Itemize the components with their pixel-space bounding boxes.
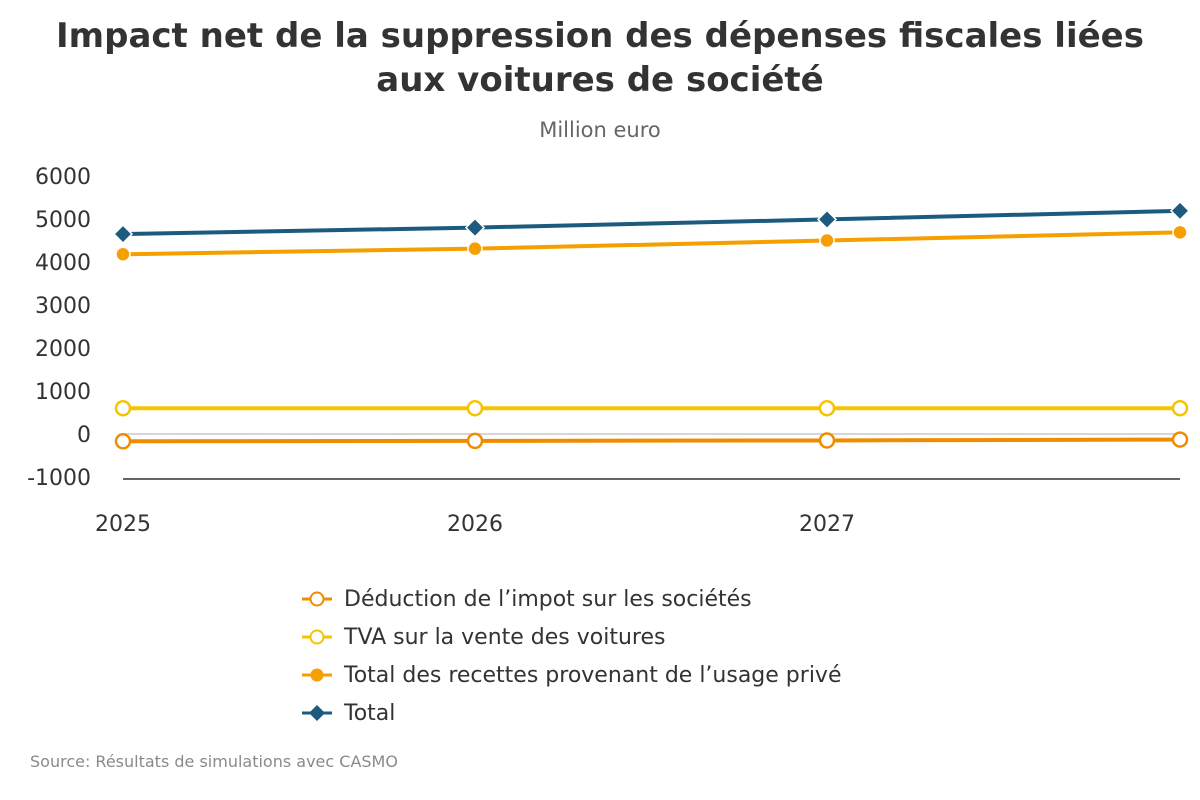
data-point-series-1 [114, 433, 132, 450]
data-point-series-2 [466, 399, 484, 417]
legend-label: Total des recettes provenant de l’usage … [344, 662, 842, 688]
chart-title-line-2: aux voitures de société [376, 60, 824, 100]
legend-item-3: Total des recettes provenant de l’usage … [300, 656, 940, 694]
chart-legend: Déduction de l’impot sur les sociétés TVA… [300, 580, 940, 732]
y-tick-label: 1000 [35, 380, 91, 405]
series-line-1 [121, 437, 1182, 444]
data-point-series-3 [467, 240, 483, 257]
x-tick-label: 2026 [447, 512, 503, 537]
data-point-series-3 [819, 232, 835, 249]
data-point-series-1 [466, 432, 484, 450]
legend-item-1: Déduction de l’impot sur les sociétés [300, 580, 940, 618]
x-tick-label: 2027 [799, 512, 855, 537]
legend-item-4: Total [300, 694, 940, 732]
data-point-series-4 [464, 217, 486, 238]
data-point-series-2 [114, 399, 132, 417]
legend-swatch [302, 591, 332, 607]
y-tick-label: 5000 [35, 208, 91, 233]
y-tick-label: 4000 [35, 251, 91, 276]
data-point-series-1 [818, 432, 836, 449]
series-line-4 [121, 208, 1182, 237]
data-point-series-2 [1171, 399, 1189, 417]
y-tick-label: 2000 [35, 337, 91, 362]
y-tick-label: 3000 [35, 294, 91, 319]
data-point-series-4 [112, 223, 134, 245]
legend-swatch [302, 705, 332, 721]
data-point-series-1 [1171, 431, 1189, 448]
data-point-series-4 [816, 209, 838, 230]
chart-title: Impact net de la suppression des dépense… [0, 14, 1200, 102]
source-note: Source: Résultats de simulations avec CA… [30, 752, 398, 771]
legend-label: TVA sur la vente des voitures [344, 624, 666, 650]
legend-label: Total [344, 700, 396, 726]
chart-subtitle: Million euro [539, 118, 661, 142]
legend-item-2: TVA sur la vente des voitures [300, 618, 940, 656]
y-tick-label: 0 [77, 423, 91, 448]
legend-label: Déduction de l’impot sur les sociétés [344, 586, 752, 612]
series-line-3 [121, 230, 1182, 257]
legend-swatch [302, 629, 332, 645]
data-point-series-3 [115, 246, 131, 263]
legend-swatch [302, 668, 332, 682]
y-tick-label: 6000 [35, 165, 91, 190]
y-tick-label: -1000 [27, 466, 91, 491]
x-tick-label: 2025 [95, 512, 151, 537]
chart-title-line-1: Impact net de la suppression des dépense… [56, 16, 1144, 56]
data-point-series-4 [1169, 200, 1191, 221]
data-point-series-2 [818, 399, 836, 417]
data-point-series-3 [1172, 224, 1188, 241]
